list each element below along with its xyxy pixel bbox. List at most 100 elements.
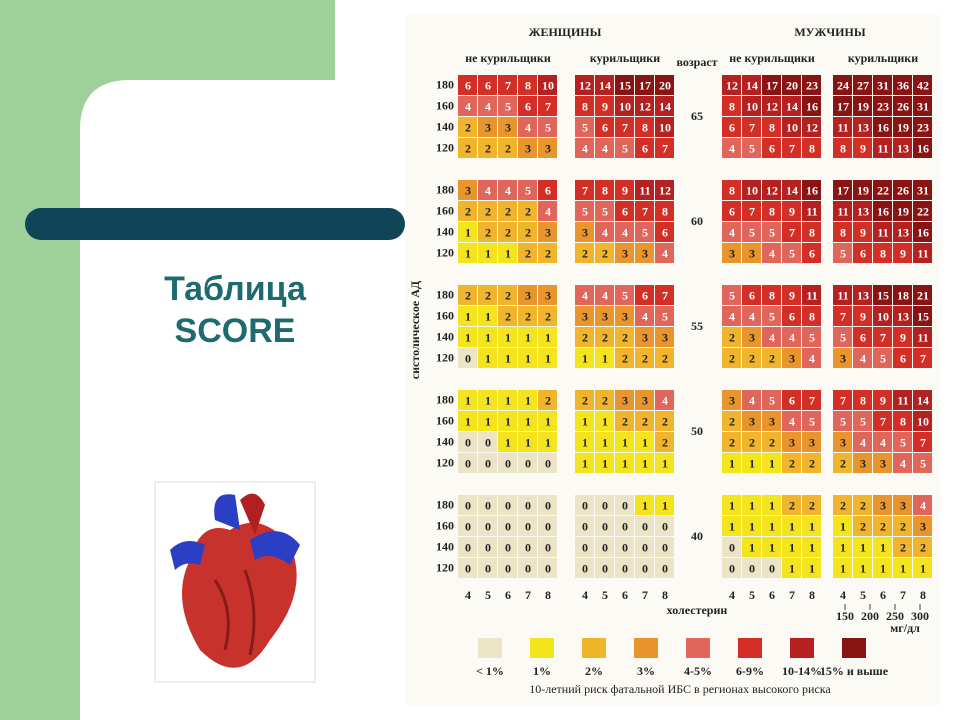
risk-cell: [595, 180, 614, 200]
sbp-label: 160: [436, 518, 454, 532]
risk-cell: [458, 96, 477, 116]
risk-cell: [498, 411, 517, 431]
risk-cell: [538, 495, 557, 515]
risk-cell: [518, 495, 537, 515]
risk-cell: [913, 537, 932, 557]
risk-cell: [655, 390, 674, 410]
risk-value: 3: [749, 414, 755, 428]
legend-label: 3%: [637, 664, 655, 678]
risk-cell: [873, 390, 892, 410]
risk-cell: [833, 516, 852, 536]
risk-cell: [538, 222, 557, 242]
risk-cell: [498, 96, 517, 116]
risk-value: 5: [769, 309, 775, 323]
risk-value: 31: [917, 183, 929, 197]
risk-cell: [615, 516, 634, 536]
risk-cell: [873, 201, 892, 221]
risk-value: 3: [900, 498, 906, 512]
risk-cell: [913, 285, 932, 305]
risk-cell: [802, 96, 821, 116]
risk-value: 5: [809, 414, 815, 428]
risk-cell: [575, 201, 594, 221]
risk-value: 11: [917, 246, 928, 260]
risk-value: 0: [662, 561, 668, 575]
risk-value: 3: [545, 141, 551, 155]
risk-cell: [575, 243, 594, 263]
risk-cell: [802, 180, 821, 200]
risk-cell: [762, 558, 781, 578]
risk-value: 3: [920, 519, 926, 533]
risk-cell: [615, 327, 634, 347]
risk-cell: [595, 138, 614, 158]
legend-label: 6-9%: [736, 664, 764, 678]
risk-cell: [913, 516, 932, 536]
risk-value: 5: [729, 288, 735, 302]
sbp-label: 140: [436, 224, 454, 238]
risk-cell: [873, 558, 892, 578]
risk-cell: [873, 75, 892, 95]
risk-cell: [575, 537, 594, 557]
risk-value: 0: [622, 498, 628, 512]
risk-value: 1: [880, 540, 886, 554]
cholesterol-label: 5: [602, 588, 608, 602]
risk-value: 3: [465, 183, 471, 197]
risk-cell: [538, 75, 557, 95]
risk-value: 9: [789, 204, 795, 218]
risk-value: 0: [485, 498, 491, 512]
risk-value: 9: [900, 246, 906, 260]
risk-value: 14: [786, 183, 798, 197]
risk-cell: [833, 495, 852, 515]
risk-cell: [762, 537, 781, 557]
risk-value: 0: [749, 561, 755, 575]
risk-value: 1: [602, 435, 608, 449]
risk-value: 1: [789, 519, 795, 533]
risk-value: 3: [602, 309, 608, 323]
legend-swatch: [842, 638, 866, 658]
risk-value: 3: [622, 393, 628, 407]
risk-value: 2: [485, 141, 491, 155]
risk-value: 6: [749, 288, 755, 302]
risk-value: 3: [789, 435, 795, 449]
risk-value: 1: [465, 309, 471, 323]
risk-value: 26: [897, 99, 909, 113]
risk-value: 16: [917, 141, 929, 155]
risk-value: 9: [860, 225, 866, 239]
risk-value: 36: [897, 78, 909, 92]
risk-cell: [655, 516, 674, 536]
risk-cell: [595, 390, 614, 410]
risk-value: 3: [582, 225, 588, 239]
risk-value: 2: [809, 456, 815, 470]
risk-cell: [575, 390, 594, 410]
risk-cell: [833, 537, 852, 557]
sbp-label: 160: [436, 98, 454, 112]
risk-cell: [518, 138, 537, 158]
risk-cell: [575, 96, 594, 116]
risk-cell: [722, 201, 741, 221]
risk-value: 1: [485, 351, 491, 365]
risk-cell: [913, 432, 932, 452]
risk-cell: [782, 558, 801, 578]
risk-value: 1: [465, 414, 471, 428]
risk-value: 0: [545, 540, 551, 554]
risk-value: 1: [642, 498, 648, 512]
risk-cell: [635, 138, 654, 158]
risk-cell: [722, 138, 741, 158]
risk-cell: [478, 180, 497, 200]
risk-value: 8: [769, 120, 775, 134]
risk-cell: [538, 537, 557, 557]
risk-value: 12: [726, 78, 738, 92]
risk-value: 2: [860, 498, 866, 512]
risk-cell: [782, 432, 801, 452]
risk-cell: [478, 558, 497, 578]
risk-cell: [742, 516, 761, 536]
risk-cell: [478, 432, 497, 452]
risk-cell: [478, 306, 497, 326]
risk-cell: [853, 327, 872, 347]
risk-cell: [538, 285, 557, 305]
sbp-label: 120: [436, 560, 454, 574]
risk-value: 0: [505, 540, 511, 554]
risk-value: 3: [749, 330, 755, 344]
risk-value: 3: [485, 120, 491, 134]
risk-value: 2: [602, 393, 608, 407]
risk-cell: [575, 411, 594, 431]
